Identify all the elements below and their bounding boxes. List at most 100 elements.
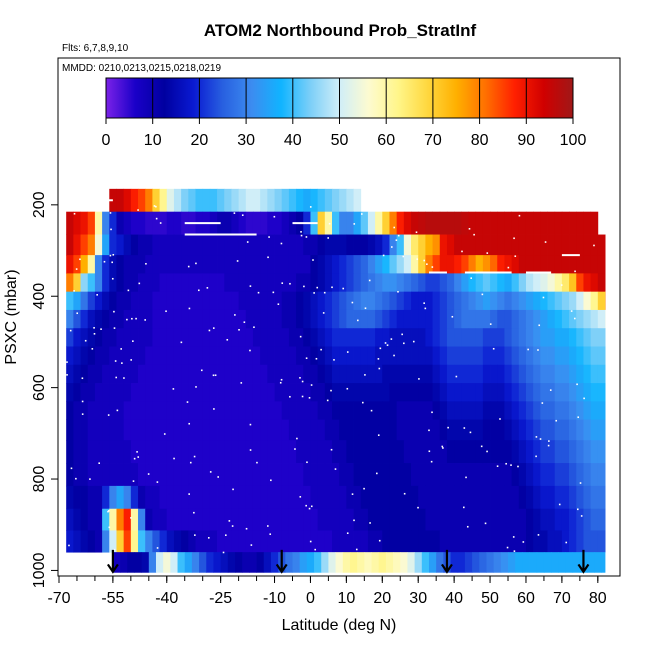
track-dot xyxy=(379,347,382,350)
track-dot xyxy=(136,451,138,453)
track-dot xyxy=(249,423,252,426)
heatmap-cell xyxy=(425,485,433,510)
arrow-head xyxy=(441,563,453,574)
heatmap-cell xyxy=(389,485,398,510)
heatmap-cell xyxy=(109,273,117,293)
track-dot xyxy=(112,253,115,256)
heatmap-cell xyxy=(130,383,139,402)
heatmap-cell xyxy=(202,401,211,421)
heatmap-cell xyxy=(396,508,405,531)
heatmap-cell xyxy=(80,309,89,329)
heatmap-cell xyxy=(130,211,139,235)
heatmap-cell xyxy=(540,508,548,531)
heatmap-cell xyxy=(252,188,261,213)
heatmap-cell xyxy=(317,273,326,293)
heatmap-cell xyxy=(238,346,247,366)
heatmap-cell xyxy=(217,419,225,441)
heatmap-cell xyxy=(446,463,455,487)
heatmap-cell xyxy=(267,291,275,311)
bottom-strip-cell xyxy=(551,552,559,573)
heatmap-cell xyxy=(561,328,570,347)
heatmap-cell xyxy=(173,530,182,553)
heatmap-cell xyxy=(367,440,376,464)
heatmap-cell xyxy=(525,364,534,384)
heatmap-cell xyxy=(439,401,448,421)
heatmap-cell xyxy=(130,291,139,311)
heatmap-cell xyxy=(504,328,513,347)
heatmap-cell xyxy=(561,401,570,421)
heatmap-cell xyxy=(411,309,419,329)
heatmap-cell xyxy=(554,530,563,553)
heatmap-cell xyxy=(561,234,570,256)
heatmap-cell xyxy=(224,328,232,347)
heatmap-cell xyxy=(303,485,311,510)
heatmap-cell xyxy=(554,440,563,464)
bottom-strip-cell xyxy=(558,552,566,573)
heatmap-cell xyxy=(159,508,168,531)
heatmap-cell xyxy=(360,346,369,366)
heatmap-cell xyxy=(418,291,426,311)
heatmap-cell xyxy=(173,234,182,256)
track-dot xyxy=(378,367,381,370)
heatmap-cell xyxy=(303,383,311,402)
track-dot xyxy=(481,293,484,296)
heatmap-cell xyxy=(439,234,448,256)
colorbar-tick-label: 40 xyxy=(284,132,302,149)
heatmap-cell xyxy=(310,291,319,311)
track-dot xyxy=(323,291,326,294)
heatmap-cell xyxy=(116,346,125,366)
heatmap-cell xyxy=(389,234,398,256)
heatmap-cell xyxy=(339,530,347,553)
track-dot xyxy=(346,351,349,353)
heatmap-cell xyxy=(238,485,247,510)
heatmap-cell xyxy=(475,291,484,311)
heatmap-cell xyxy=(152,419,160,441)
heatmap-cell xyxy=(367,273,376,293)
heatmap-cell xyxy=(181,401,189,421)
heatmap-cell xyxy=(576,401,584,421)
heatmap-cell xyxy=(504,440,513,464)
track-dot xyxy=(424,307,427,310)
heatmap-cell xyxy=(533,211,541,235)
heatmap-cell xyxy=(339,255,347,274)
heatmap-cell xyxy=(181,440,189,464)
track-dot xyxy=(241,214,244,216)
heatmap-cell xyxy=(403,273,412,293)
heatmap-cell xyxy=(432,485,441,510)
heatmap-cell xyxy=(274,419,283,441)
heatmap-cell xyxy=(224,273,232,293)
heatmap-cell xyxy=(375,485,383,510)
heatmap-cell xyxy=(446,419,455,441)
heatmap-cell xyxy=(224,440,232,464)
heatmap-cell xyxy=(547,273,556,293)
heatmap-cell xyxy=(145,211,153,235)
heatmap-cell xyxy=(159,211,168,235)
heatmap-cell xyxy=(102,328,110,347)
heatmap-cell xyxy=(396,419,405,441)
heatmap-cell xyxy=(252,419,261,441)
y-tick-label: 600 xyxy=(31,374,48,401)
heatmap-cell xyxy=(173,401,182,421)
heatmap-cell xyxy=(73,485,81,510)
bottom-strip-cell xyxy=(134,552,143,573)
heatmap-cell xyxy=(296,291,304,311)
heatmap-cell xyxy=(202,530,211,553)
heatmap-cell xyxy=(138,364,146,384)
heatmap-cell xyxy=(138,419,146,441)
heatmap-cell xyxy=(547,346,556,366)
track-dot xyxy=(75,477,77,480)
track-dot xyxy=(116,409,119,412)
heatmap-cell xyxy=(375,463,383,487)
heatmap-cell xyxy=(209,485,218,510)
heatmap-cell xyxy=(432,255,441,274)
heatmap-cell xyxy=(123,234,132,256)
heatmap-cell xyxy=(281,364,290,384)
heatmap-cell xyxy=(468,291,477,311)
heatmap-cell xyxy=(403,346,412,366)
heatmap-cell xyxy=(145,328,153,347)
track-dot xyxy=(542,296,545,299)
track-dot xyxy=(249,349,251,352)
track-dot xyxy=(145,262,147,265)
heatmap-cell xyxy=(260,440,268,464)
heatmap-cell xyxy=(396,463,405,487)
